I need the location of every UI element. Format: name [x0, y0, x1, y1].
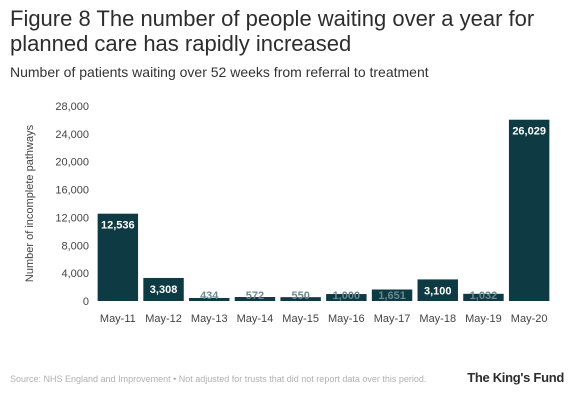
chart-subtitle: Number of patients waiting over 52 weeks… [10, 64, 429, 80]
y-tick-label: 28,000 [55, 101, 89, 113]
x-tick-label: May-16 [328, 313, 365, 325]
y-tick-label: 16,000 [55, 185, 89, 197]
y-tick-label: 20,000 [55, 157, 89, 169]
bar-may-14 [234, 297, 276, 301]
y-tick-label: 0 [83, 296, 89, 308]
x-tick-label: May-11 [100, 313, 136, 325]
x-tick-label: May-12 [145, 313, 182, 325]
x-tick-label: May-20 [511, 313, 548, 325]
bars: 12,536 3,308 434 572 550 1,000 1,651 3,100 1,032… [97, 119, 550, 302]
y-tick-label: 4,000 [61, 268, 89, 280]
data-label: 550 [291, 290, 309, 302]
data-label: 3,100 [424, 285, 452, 297]
bar-may-16 [326, 294, 367, 301]
bar-may-13 [189, 297, 230, 301]
bar-may-11 [97, 213, 139, 301]
y-tick-label: 24,000 [55, 129, 89, 141]
data-label: 1,032 [470, 290, 498, 302]
x-tick-label: May-19 [465, 313, 502, 325]
data-label: 1,651 [378, 290, 406, 302]
chart-title: Figure 8 The number of people waiting ov… [10, 6, 535, 56]
bar-chart: 0 4,000 8,000 12,000 16,000 20,000 24,000 28,00… [24, 101, 550, 325]
data-label: 3,308 [150, 284, 178, 296]
x-tick-label: May-14 [237, 313, 274, 325]
data-label: 572 [246, 290, 264, 302]
x-tick-label: May-17 [374, 313, 411, 325]
bar-may-12 [143, 277, 184, 301]
y-tick-label: 12,000 [55, 212, 89, 224]
bar-may-19 [463, 293, 504, 301]
y-axis-label: Number of incomplete pathways [24, 124, 36, 282]
data-label: 1,000 [333, 290, 361, 302]
bar-may-18 [417, 279, 458, 301]
data-label: 434 [200, 290, 219, 302]
bar-may-17 [371, 289, 413, 301]
footer-divider [0, 366, 574, 367]
x-tick-label: May-13 [191, 313, 228, 325]
x-tick-label: May-15 [282, 313, 319, 325]
y-tick-label: 8,000 [61, 240, 89, 252]
x-tick-label: May-18 [419, 313, 456, 325]
data-label: 12,536 [101, 220, 135, 232]
x-axis: May-11 May-12 May-13 May-14 May-15 May-16 May-… [100, 313, 548, 325]
y-axis: 0 4,000 8,000 12,000 16,000 20,000 24,000 28,00… [55, 101, 89, 308]
bar-may-20 [508, 119, 550, 301]
kings-fund-logo: The King's Fund [467, 370, 564, 385]
bar-may-15 [280, 297, 321, 301]
data-label: 26,029 [512, 126, 546, 138]
source-note: Source: NHS England and Improvement • No… [10, 374, 427, 384]
